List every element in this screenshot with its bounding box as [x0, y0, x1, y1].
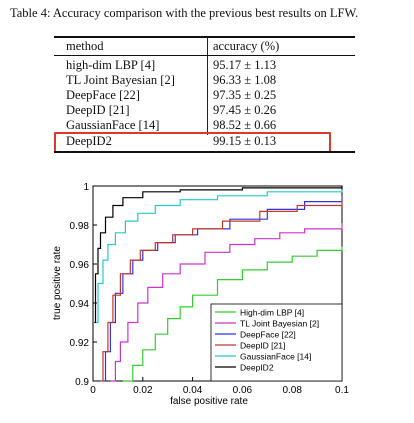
table-row-accuracy: 98.52 ± 0.66 [213, 118, 277, 132]
legend-label: DeepID [21] [240, 341, 285, 351]
table-header-rule [54, 55, 355, 56]
y-tick-label: 0.96 [70, 260, 90, 271]
table-caption: Table 4: Accuracy comparison with the pr… [10, 6, 359, 20]
axis-ticks: 0 0.02 0.04 0.06 0.08 0.1 0.9 0.92 0.94 0.96 0.98 1 [70, 182, 350, 396]
x-tick-label: 0.1 [335, 385, 349, 396]
roc-curves [94, 186, 343, 382]
y-tick-label: 0.94 [70, 299, 90, 310]
legend-box [210, 303, 343, 382]
y-tick-label: 0.9 [75, 377, 89, 388]
table-row-method: DeepFace [22] [66, 88, 140, 102]
x-tick-label: 0.02 [133, 385, 153, 396]
table-row-method: TL Joint Bayesian [2] [66, 73, 175, 87]
table-row-accuracy: 99.15 ± 0.13 [213, 134, 277, 148]
y-tick-label: 0.98 [70, 221, 90, 232]
legend-label: DeepID2 [240, 363, 274, 373]
x-axis-label: false positive rate [170, 396, 248, 407]
table-header-accuracy: accuracy (%) [213, 39, 280, 53]
y-tick-label: 0.92 [70, 338, 90, 349]
y-axis-label: true positive rate [52, 246, 63, 320]
legend-label: TL Joint Bayesian [2] [240, 319, 319, 329]
roc-series-line [122, 246, 343, 382]
table-header-method: method [66, 39, 104, 53]
table-bottom-rule [54, 151, 355, 153]
chart-legend: High-dim LBP [4]TL Joint Bayesian [2]Dee… [210, 303, 343, 382]
x-tick-label: 0.06 [233, 385, 253, 396]
table-row-accuracy: 95.17 ± 1.13 [213, 58, 277, 72]
legend-label: High-dim LBP [4] [240, 308, 304, 318]
table-row-method: high-dim LBP [4] [66, 58, 156, 72]
table-row-accuracy: 96.33 ± 1.08 [213, 73, 277, 87]
x-tick-label: 0 [90, 385, 96, 396]
roc-series-line [110, 223, 343, 382]
x-tick-label: 0.04 [183, 385, 203, 396]
roc-series-line [94, 186, 343, 324]
table-row-method: DeepID [21] [66, 103, 130, 117]
table-top-rule [54, 36, 355, 38]
roc-series-line [95, 189, 343, 324]
roc-series-line [100, 199, 343, 382]
table-row-method: DeepID2 [66, 134, 112, 148]
legend-label: GaussianFace [14] [240, 352, 311, 362]
legend-label: DeepFace [22] [240, 330, 296, 340]
table-row-accuracy: 97.35 ± 0.25 [213, 88, 277, 102]
x-tick-label: 0.08 [282, 385, 302, 396]
y-tick-label: 1 [83, 182, 89, 193]
table-column-separator [207, 37, 208, 135]
table-row-method: GaussianFace [14] [66, 118, 160, 132]
table-row-accuracy: 97.45 ± 0.26 [213, 103, 277, 117]
